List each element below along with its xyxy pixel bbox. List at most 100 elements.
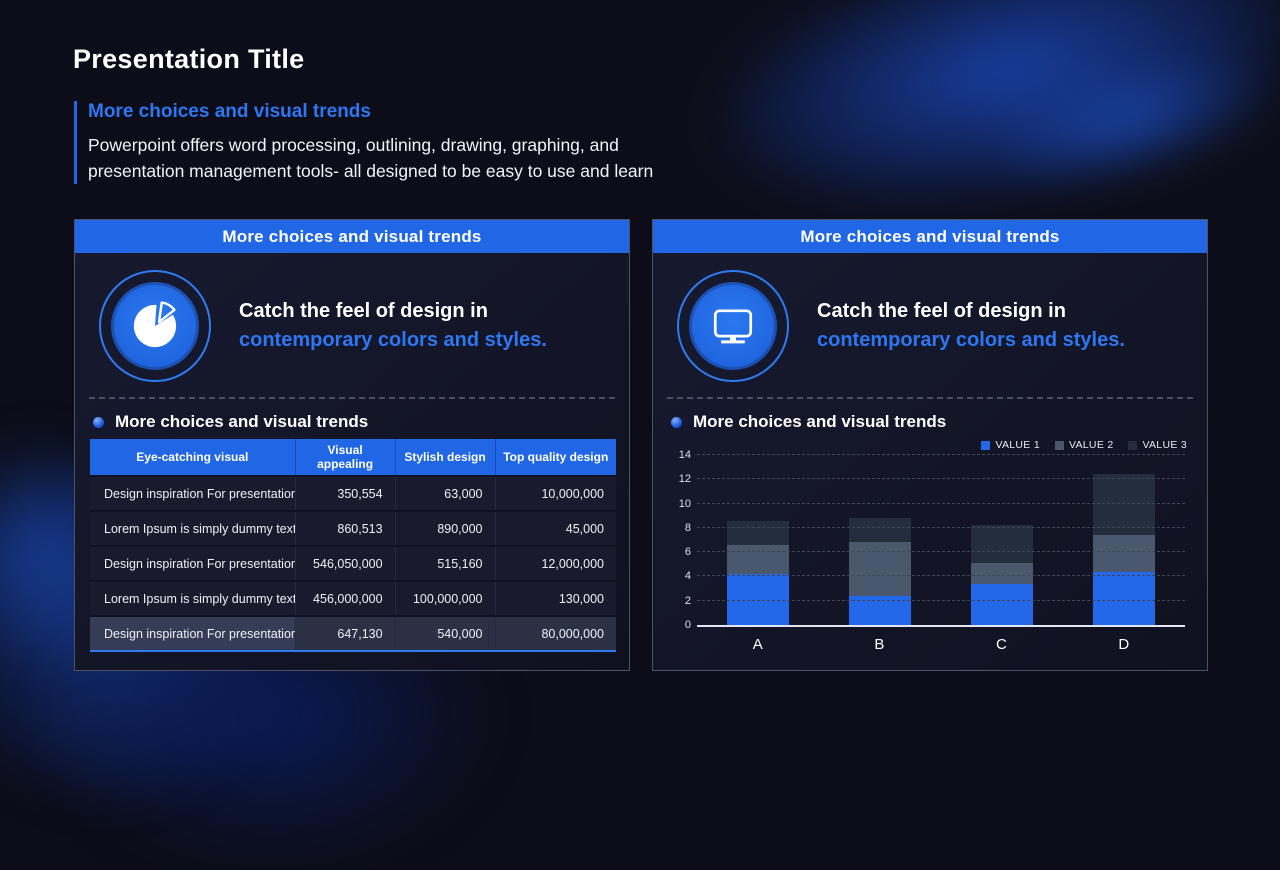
feature-row: Catch the feel of design in contemporary… [677, 264, 1207, 388]
page-title: Presentation Title [73, 44, 305, 74]
table-cell-label: Design inspiration For presentation [90, 545, 296, 581]
intro-subtitle: More choices and visual trends [88, 101, 371, 122]
dashed-divider [89, 397, 615, 399]
stacked-bar-chart: VALUE 1 VALUE 2 VALUE 3 0 2 4 6 8 10 12 14 A B C D [671, 439, 1189, 653]
y-axis-tick-label: 12 [678, 473, 691, 486]
gridline [697, 599, 1185, 601]
bar-segment [849, 518, 911, 543]
table-column-header: Eye-catching visual [90, 439, 296, 476]
x-axis-category-label: A [752, 636, 763, 653]
feature-line1: Catch the feel of design in [817, 300, 1066, 322]
data-table: Eye-catching visual Visual appealing Styli… [90, 439, 616, 652]
monitor-icon-badge [677, 270, 789, 382]
panel-chart-header: More choices and visual trends [653, 220, 1207, 253]
legend-item: VALUE 3 [1128, 439, 1187, 451]
table-column-header: Top quality design [495, 439, 616, 476]
y-axis-tick-label: 4 [684, 570, 691, 583]
table-cell-value: 130,000 [495, 580, 616, 616]
swirl-top-right-glow [906, 0, 1280, 252]
pie-chart-icon [111, 282, 199, 370]
legend-swatch [981, 440, 991, 450]
y-axis-tick-label: 10 [678, 497, 691, 510]
bar-segment [1093, 571, 1155, 625]
panel-table: More choices and visual trends Catch the… [74, 219, 630, 671]
bar-segment [1093, 474, 1155, 536]
monitor-icon [689, 282, 777, 370]
section-head: More choices and visual trends [93, 412, 629, 432]
table-cell-value: 647,130 [295, 615, 396, 652]
table-cell-label: Lorem Ipsum is simply dummy text [90, 510, 296, 546]
gridline [697, 551, 1185, 553]
feature-text: Catch the feel of design in contemporary… [239, 297, 547, 355]
table-cell-value: 546,050,000 [295, 545, 396, 581]
legend-label: VALUE 3 [1142, 439, 1187, 451]
legend-swatch [1128, 440, 1138, 450]
table-cell-value: 515,160 [395, 545, 496, 581]
bar-segment [727, 544, 789, 574]
intro-body: Powerpoint offers word processing, outli… [88, 132, 714, 184]
table-column-header: Stylish design [395, 439, 496, 476]
dashed-divider [667, 397, 1193, 399]
bar-segment [971, 563, 1033, 584]
feature-line2: contemporary colors and styles. [239, 329, 547, 351]
table-cell-value: 80,000,000 [495, 615, 616, 652]
bar-segment [727, 574, 789, 625]
gridline [697, 575, 1185, 577]
table-row: Design inspiration For presentation 647,1… [90, 615, 616, 652]
legend-item: VALUE 1 [981, 439, 1040, 451]
bar-segment [1093, 535, 1155, 572]
gridline [697, 502, 1185, 504]
table-row: Lorem Ipsum is simply dummy text 860,513 8… [90, 510, 616, 546]
table-cell-value: 456,000,000 [295, 580, 396, 616]
table-row: Design inspiration For presentation 546,0… [90, 545, 616, 581]
table-row: Design inspiration For presentation 350,5… [90, 475, 616, 511]
panel-chart: More choices and visual trends Catch the… [652, 219, 1208, 671]
bar-segment [727, 520, 789, 545]
y-axis-tick-label: 0 [684, 619, 691, 631]
table-cell-label: Design inspiration For presentation [90, 615, 296, 652]
gridline [697, 478, 1185, 480]
y-axis-tick-label: 14 [678, 449, 691, 461]
x-axis-category-label: B [874, 636, 885, 653]
table-row: Lorem Ipsum is simply dummy text 456,000,… [90, 580, 616, 616]
intro-block: More choices and visual trends Powerpoin… [74, 101, 714, 184]
section-title: More choices and visual trends [115, 412, 369, 431]
legend-swatch [1054, 440, 1064, 450]
bar-segment [971, 525, 1033, 564]
bullet-icon [671, 416, 682, 428]
table-cell-value: 350,554 [295, 475, 396, 511]
bullet-icon [93, 416, 104, 428]
table-cell-value: 10,000,000 [495, 475, 616, 511]
legend-label: VALUE 1 [995, 439, 1040, 451]
bar-group-c [971, 525, 1033, 625]
table-cell-value: 860,513 [295, 510, 396, 546]
feature-line1: Catch the feel of design in [239, 300, 488, 322]
table-cell-value: 45,000 [495, 510, 616, 546]
x-axis-category-label: D [1118, 636, 1130, 653]
pie-chart-icon-badge [99, 270, 211, 382]
table-header-row: Eye-catching visual Visual appealing Styli… [90, 439, 616, 476]
bar-group-a [727, 520, 789, 625]
gridline [697, 454, 1185, 455]
y-axis-tick-label: 6 [684, 546, 691, 559]
chart-plot-area: 0 2 4 6 8 10 12 14 [679, 449, 1185, 631]
table-cell-value: 540,000 [395, 615, 496, 652]
section-head: More choices and visual trends [671, 412, 1207, 432]
feature-text: Catch the feel of design in contemporary… [817, 297, 1125, 355]
y-axis-tick-label: 2 [684, 594, 691, 607]
table-column-header: Visual appealing [295, 439, 396, 476]
bar-group-d [1093, 474, 1155, 625]
legend-label: VALUE 2 [1068, 439, 1114, 451]
chart-x-axis-labels: A B C D [697, 636, 1185, 653]
feature-row: Catch the feel of design in contemporary… [99, 264, 629, 388]
intro-body-line1: Powerpoint offers word processing, outli… [88, 135, 619, 155]
feature-line2: contemporary colors and styles. [817, 329, 1125, 351]
legend-item: VALUE 2 [1054, 439, 1114, 451]
chart-bars [697, 457, 1185, 625]
chart-legend: VALUE 1 VALUE 2 VALUE 3 [671, 439, 1187, 451]
table-cell-value: 100,000,000 [395, 580, 496, 616]
x-axis-category-label: C [995, 636, 1007, 653]
table-cell-value: 890,000 [395, 510, 496, 546]
bar-segment [971, 583, 1033, 625]
table-cell-label: Design inspiration For presentation [90, 475, 296, 511]
